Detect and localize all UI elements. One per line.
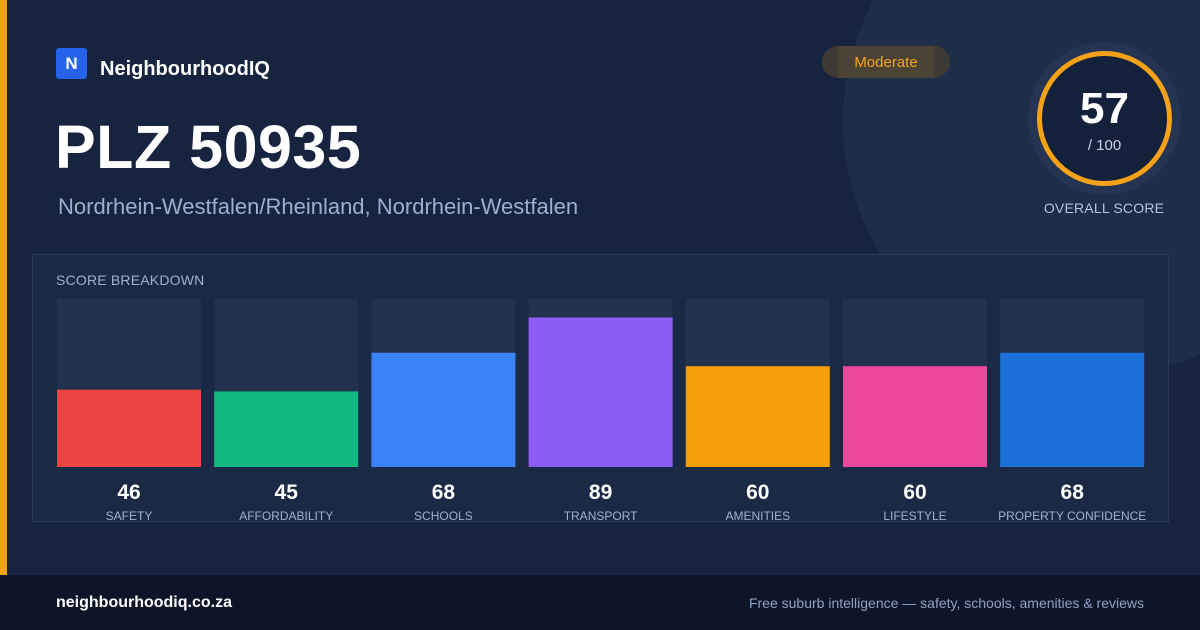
footer-url: neighbourhoodiq.co.za (56, 594, 232, 611)
bar-schools (371, 352, 516, 467)
score-bar-chart: 46 SAFETY 45 AFFORDABILITY 68 SCHOOLS 89 TRANSP… (57, 299, 1146, 523)
brand-logo-icon: N (56, 48, 87, 79)
bar-category-label: PROPERTY CONFIDENCE (998, 509, 1146, 523)
footer: neighbourhoodiq.co.za Free suburb intell… (0, 575, 1200, 630)
bar-value-label: 46 (117, 481, 140, 504)
brand-name: NeighbourhoodIQ (100, 58, 270, 80)
bar-lifestyle (843, 366, 987, 467)
rating-badge: Moderate (822, 46, 950, 78)
overall-score-label: OVERALL SCORE (1043, 200, 1165, 216)
bar-safety (57, 389, 201, 467)
bar-value-label: 68 (1061, 481, 1085, 504)
bar-category-label: AFFORDABILITY (239, 509, 333, 523)
rating-badge-label: Moderate (854, 53, 918, 71)
bar-value-label: 60 (746, 481, 769, 504)
share-card: N NeighbourhoodIQ PLZ 50935 Nordrhein-We… (0, 0, 1172, 575)
brand: N NeighbourhoodIQ (56, 46, 270, 81)
bar-value-label: 89 (589, 481, 612, 504)
bar-value-label: 45 (275, 481, 299, 504)
page-title: PLZ 50935 (55, 113, 362, 181)
score-breakdown-panel: SCORE BREAKDOWN 46 SAFETY 45 AFFORDABILITY 6… (32, 254, 1169, 523)
bar-category-label: SCHOOLS (414, 509, 473, 523)
bar-value-label: 68 (432, 481, 456, 504)
breakdown-title: SCORE BREAKDOWN (56, 272, 205, 288)
page-subtitle: Nordrhein-Westfalen/Rheinland, Nordrhein… (58, 194, 579, 219)
bar-category-label: SAFETY (106, 509, 153, 523)
accent-bar (0, 0, 7, 575)
bar-amenities (685, 366, 830, 467)
bar-affordability (214, 391, 359, 467)
overall-score-value: 57 (1080, 84, 1129, 133)
bar-category-label: AMENITIES (725, 509, 790, 523)
bar-category-label: TRANSPORT (564, 509, 638, 523)
bar-value-label: 60 (903, 481, 926, 504)
bar-property-confidence (1000, 352, 1145, 467)
overall-score-ring: 57 / 100 (1037, 51, 1172, 186)
bar-category-label: LIFESTYLE (883, 509, 946, 523)
overall-score-max: / 100 (1087, 137, 1122, 154)
bar-transport (528, 317, 673, 467)
footer-tagline: Free suburb intelligence — safety, schoo… (748, 595, 1144, 611)
